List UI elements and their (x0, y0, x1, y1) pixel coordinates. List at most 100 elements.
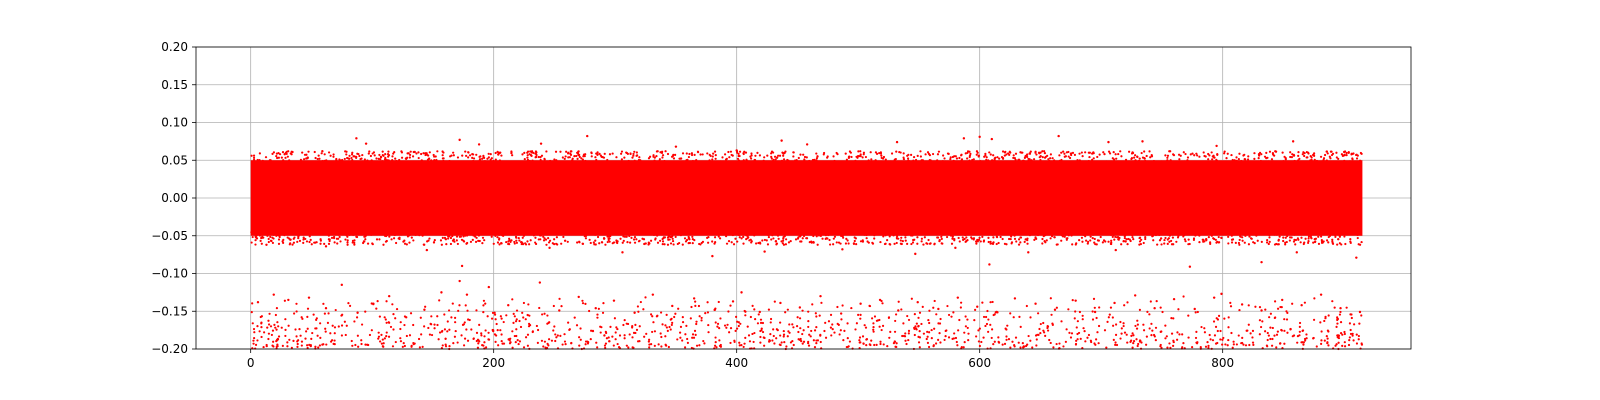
data-point (751, 332, 754, 336)
data-point (1111, 230, 1115, 233)
data-point (987, 162, 990, 165)
data-point (937, 307, 940, 311)
data-point (254, 343, 258, 346)
data-point (863, 231, 866, 235)
data-point (393, 150, 396, 154)
data-point (1145, 154, 1148, 158)
data-point (1253, 152, 1256, 155)
data-point (948, 231, 951, 234)
data-point (614, 338, 617, 341)
data-point (491, 311, 495, 314)
data-point (889, 160, 892, 163)
data-point (1164, 236, 1167, 240)
data-point (258, 330, 261, 333)
data-point (691, 235, 694, 238)
data-point (789, 341, 793, 344)
data-point (671, 154, 675, 158)
data-point (381, 345, 384, 348)
data-point (984, 315, 988, 319)
data-point (1094, 231, 1098, 234)
data-point (576, 163, 579, 166)
data-point (507, 240, 510, 243)
data-point (1043, 331, 1046, 334)
data-point (528, 230, 532, 233)
data-point (338, 159, 341, 162)
data-point (1354, 153, 1358, 157)
data-point (319, 239, 322, 242)
data-point (905, 233, 908, 236)
data-point (1078, 159, 1081, 162)
data-point (1137, 342, 1140, 346)
data-point (620, 158, 624, 161)
data-point (1039, 331, 1042, 335)
data-point (570, 341, 573, 345)
data-point (603, 152, 606, 155)
data-point (664, 150, 667, 153)
data-point (268, 312, 271, 315)
data-point (462, 239, 465, 242)
data-point (448, 328, 451, 331)
data-point (272, 231, 275, 234)
data-point (671, 237, 674, 240)
data-point (1216, 329, 1219, 333)
data-point (1123, 236, 1126, 240)
data-point (534, 163, 537, 166)
data-point (1310, 158, 1313, 162)
data-point (660, 161, 663, 165)
data-point (1048, 338, 1051, 342)
data-point (798, 317, 802, 320)
data-point (807, 325, 810, 329)
data-point (589, 241, 592, 245)
data-point (861, 240, 865, 243)
data-point (346, 243, 349, 246)
data-point (1076, 320, 1079, 323)
data-point (724, 235, 728, 238)
data-point (467, 318, 470, 321)
data-point (438, 299, 441, 302)
data-point (1030, 159, 1033, 162)
data-point (1081, 155, 1084, 158)
data-point (926, 335, 929, 338)
data-point (937, 338, 940, 342)
data-point (916, 300, 919, 304)
data-point (481, 157, 484, 160)
data-point (1111, 316, 1114, 319)
data-point (513, 315, 516, 318)
data-point (335, 157, 338, 161)
data-point (784, 311, 787, 314)
data-point (1204, 345, 1208, 348)
data-point (987, 159, 990, 162)
data-point (1267, 242, 1270, 246)
data-point (1132, 334, 1135, 337)
data-point (261, 235, 264, 238)
data-point (1350, 316, 1353, 320)
data-point (807, 342, 810, 345)
data-point (1209, 338, 1212, 341)
data-point (832, 155, 835, 158)
data-point (1011, 340, 1014, 343)
data-point (632, 152, 635, 156)
data-point (797, 236, 800, 239)
data-point (401, 162, 405, 165)
data-point (424, 305, 427, 308)
data-point (574, 162, 577, 165)
data-point (308, 235, 311, 238)
data-point (682, 233, 685, 236)
data-point (801, 309, 804, 312)
data-point (1351, 158, 1354, 161)
data-point (492, 162, 496, 165)
data-point (770, 232, 773, 235)
data-point (304, 337, 307, 340)
data-point (1259, 160, 1262, 163)
data-point (874, 159, 877, 162)
data-point (441, 344, 444, 347)
data-point (754, 317, 757, 321)
data-point (1182, 161, 1185, 164)
data-point (1039, 322, 1042, 326)
data-point (653, 159, 656, 162)
data-point (697, 304, 701, 308)
data-point (1003, 242, 1007, 245)
data-point (729, 150, 733, 153)
data-point (497, 153, 500, 156)
data-point (1325, 161, 1328, 165)
